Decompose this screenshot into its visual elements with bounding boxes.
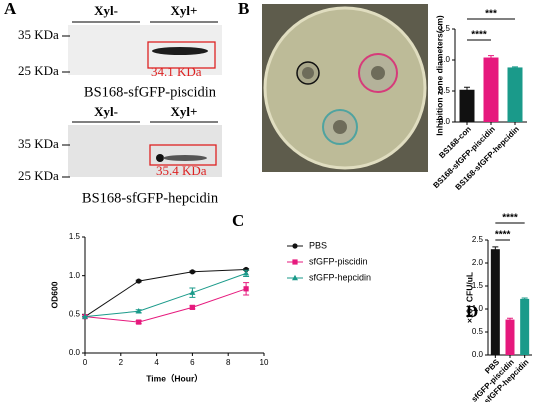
blot-1: Xyl- Xyl+ 35 KDa 25 KDa 34.1 KDa BS168-s…	[18, 3, 222, 100]
marker-label: 35 KDa	[18, 136, 59, 151]
point	[243, 266, 249, 273]
legend-marker	[292, 274, 298, 281]
y-tick-label: 0.0	[472, 350, 484, 359]
point	[82, 313, 88, 319]
legend-label: PBS	[309, 240, 327, 250]
series-line	[84, 288, 247, 323]
error-bar	[464, 86, 470, 93]
bar	[459, 89, 475, 122]
point	[243, 270, 250, 276]
bar	[507, 67, 523, 122]
y-tick-label: 1.0	[439, 55, 451, 64]
x-tick-label: 8	[226, 358, 231, 367]
y-tick-label: 2.0	[472, 258, 484, 267]
point	[135, 308, 142, 314]
lane-label: Xyl+	[171, 104, 198, 119]
y-tick-label: 0.5	[439, 86, 451, 95]
y-tick-label: 1.5	[439, 24, 451, 33]
y-tick-label: 1.5	[69, 232, 81, 241]
y-axis-title: Inhibition zone diameters(cm)	[434, 15, 444, 136]
error-bar	[492, 246, 499, 252]
x-tick-label: 10	[260, 358, 269, 367]
y-tick-label: 0.0	[69, 348, 81, 357]
panel-label: C	[232, 211, 244, 230]
error-bar	[507, 317, 513, 321]
lane-label: Xyl-	[94, 3, 118, 18]
legend-marker	[292, 243, 298, 249]
well	[333, 120, 347, 134]
marker-label: 25 KDa	[18, 168, 59, 183]
petri-dish	[263, 6, 427, 170]
marker-label: 35 KDa	[18, 27, 59, 42]
error-bar	[512, 66, 518, 69]
x-axis-title: Time（Hour）	[146, 373, 203, 383]
point	[136, 278, 142, 284]
x-tick-label: 6	[190, 358, 195, 367]
y-axis-title: ×10⁴ CFU/uL	[464, 272, 474, 323]
lane-label: Xyl-	[94, 104, 118, 119]
significance-label: ***	[485, 9, 497, 20]
well	[302, 67, 314, 79]
well	[371, 66, 385, 80]
bar	[520, 298, 530, 355]
blot-caption: BS168-sfGFP-hepcidin	[82, 190, 219, 206]
y-tick-label: 0.5	[69, 309, 81, 318]
x-tick-label: 0	[83, 358, 88, 367]
bar	[483, 57, 499, 122]
y-tick-label: 1.0	[69, 271, 81, 280]
highlight-box	[149, 144, 217, 166]
plate-photo	[262, 4, 428, 172]
panel-label: B	[238, 0, 249, 18]
point	[189, 304, 195, 310]
legend-marker	[292, 259, 298, 265]
y-tick-label: 1.5	[472, 281, 484, 290]
x-tick-label: 4	[154, 358, 159, 367]
point	[189, 269, 195, 275]
lane-label: Xyl+	[171, 3, 198, 18]
bar	[490, 249, 500, 355]
point	[136, 319, 142, 325]
blot-band	[163, 155, 207, 161]
series-line	[84, 268, 247, 318]
blot-band	[152, 47, 208, 55]
marker-label: 25 KDa	[18, 63, 59, 78]
size-label: 35.4 KDa	[156, 163, 207, 178]
significance-label: ****	[495, 230, 511, 241]
blot-caption: BS168-sfGFP-piscidin	[84, 84, 217, 100]
size-label: 34.1 KDa	[151, 64, 202, 79]
bar	[505, 319, 515, 355]
significance-label: ****	[502, 213, 518, 224]
significance-label: ****	[471, 30, 487, 41]
blot-spot	[156, 154, 164, 162]
point	[189, 289, 196, 295]
x-tick-label: 2	[119, 358, 124, 367]
highlight-box	[147, 41, 216, 69]
y-tick-label: 0.0	[439, 117, 451, 126]
legend-label: sfGFP-hepcidin	[309, 272, 371, 282]
panel-label: A	[4, 0, 17, 18]
blot-image	[68, 125, 222, 177]
error-bar	[488, 55, 494, 60]
series-line	[84, 272, 247, 318]
error-bar	[521, 297, 528, 300]
y-axis-title: OD600	[49, 281, 59, 308]
point	[243, 286, 249, 292]
y-tick-label: 2.5	[472, 235, 484, 244]
y-tick-label: 1.0	[472, 304, 484, 313]
legend-label: sfGFP-piscidin	[309, 256, 368, 266]
y-tick-label: 0.5	[472, 327, 484, 336]
panel-label: D	[466, 302, 478, 321]
blot-2: Xyl- Xyl+ 35 KDa 25 KDa 35.4 KDa BS168-s…	[18, 104, 222, 206]
